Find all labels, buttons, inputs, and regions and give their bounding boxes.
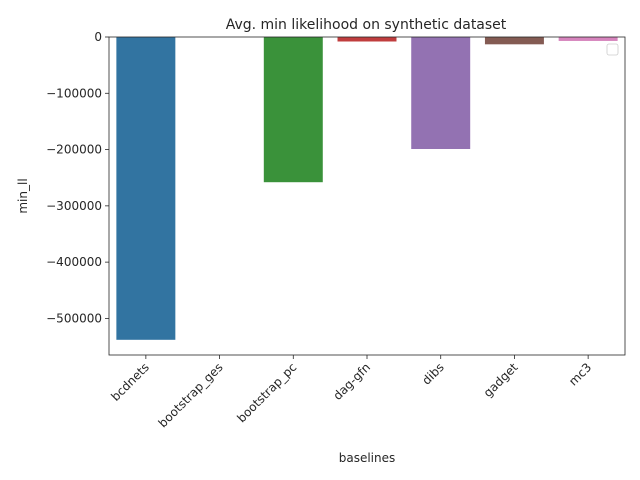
x-axis-label: baselines <box>339 451 396 465</box>
y-axis-label: min_ll <box>16 178 30 213</box>
bar-gadget <box>484 37 544 45</box>
x-axis: bcdnets bootstrap_ges bootstrap_pc dag-gfn d… <box>108 355 594 430</box>
y-tick-label-3: −300000 <box>46 199 102 213</box>
x-tick-label-bcdnets: bcdnets <box>108 360 152 404</box>
y-tick-label-5: −500000 <box>46 311 102 325</box>
bar-dag-gfn <box>337 37 397 42</box>
x-tick-label-mc3: mc3 <box>566 360 594 388</box>
chart-title: Avg. min likelihood on synthetic dataset <box>226 17 507 33</box>
x-tick-label-dibs: dibs <box>419 360 446 387</box>
y-tick-label-0: 0 <box>94 30 102 44</box>
bar-dibs <box>411 37 471 150</box>
x-tick-label-bootstrap_pc: bootstrap_pc <box>234 360 299 425</box>
y-tick-label-1: −100000 <box>46 86 102 100</box>
bar-bootstrap_pc <box>263 37 323 183</box>
y-axis: 0 −100000 −200000 −300000 −400000 −500000 <box>46 30 109 325</box>
bars-group <box>116 37 618 340</box>
bar-bcdnets <box>116 37 176 340</box>
bar-mc3 <box>558 37 618 41</box>
y-tick-label-4: −400000 <box>46 255 102 269</box>
legend-box <box>606 43 619 56</box>
y-tick-label-2: −200000 <box>46 143 102 157</box>
plot-frame <box>108 36 626 356</box>
x-tick-label-bootstrap_ges: bootstrap_ges <box>156 360 226 430</box>
x-tick-label-dag-gfn: dag-gfn <box>330 360 373 403</box>
x-tick-label-gadget: gadget <box>481 360 521 400</box>
